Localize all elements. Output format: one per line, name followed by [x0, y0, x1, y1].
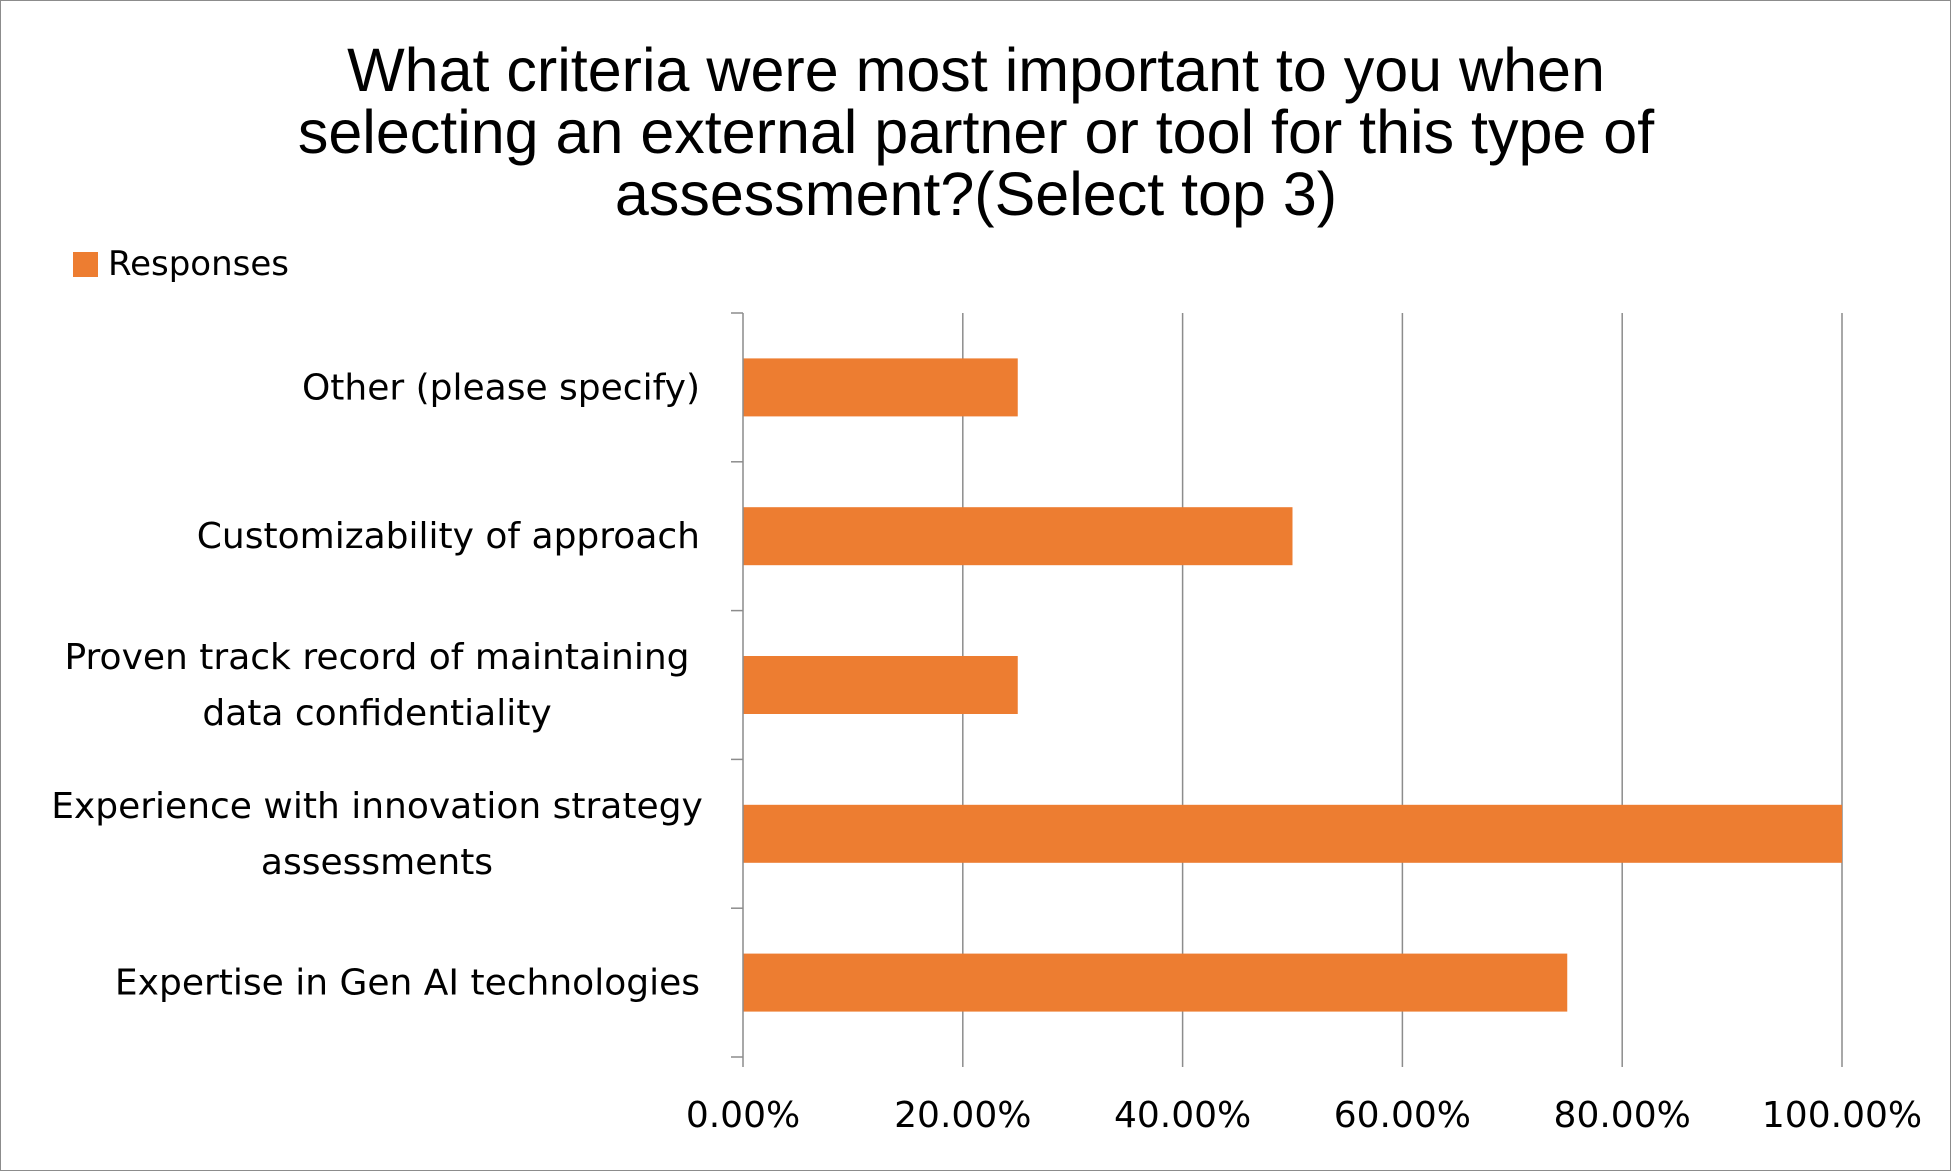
- bar: [743, 804, 1842, 863]
- bar: [743, 953, 1568, 1012]
- legend: Responses: [73, 244, 289, 284]
- bar: [743, 656, 1018, 714]
- category-label-line: Experience with innovation strategy: [51, 785, 703, 826]
- category-label-line: Proven track record of maintaining: [64, 637, 689, 678]
- category-label: Proven track record of maintaining data c…: [64, 637, 689, 734]
- category-label: Experience with innovation strategy asses…: [51, 785, 703, 882]
- category-label-line: Other (please specify): [302, 367, 700, 408]
- chart-title: What criteria were most important to you…: [151, 39, 1801, 225]
- category-label-line: Expertise in Gen AI technologies: [115, 962, 700, 1003]
- category-label: Customizability of approach: [197, 516, 700, 557]
- bar: [743, 507, 1293, 566]
- x-tick-label: 80.00%: [1554, 1095, 1691, 1136]
- category-label-line: Customizability of approach: [197, 516, 700, 557]
- x-tick-label: 40.00%: [1114, 1095, 1251, 1136]
- bar: [743, 358, 1018, 417]
- chart-title-line: selecting an external partner or tool fo…: [297, 98, 1655, 166]
- x-tick-label: 100.00%: [1762, 1095, 1922, 1136]
- chart-title-line: What criteria were most important to you…: [347, 36, 1605, 104]
- category-label-line: data confidentiality: [202, 693, 551, 734]
- legend-label: Responses: [108, 244, 290, 284]
- category-label: Other (please specify): [302, 367, 700, 408]
- x-tick-label: 20.00%: [894, 1095, 1031, 1136]
- x-tick-label: 60.00%: [1334, 1095, 1471, 1136]
- category-label-line: assessments: [261, 841, 493, 882]
- legend-swatch: [73, 251, 98, 277]
- category-label: Expertise in Gen AI technologies: [115, 962, 700, 1003]
- x-tick-label: 0.00%: [686, 1095, 800, 1136]
- chart-title-line: assessment?(Select top 3): [614, 160, 1338, 228]
